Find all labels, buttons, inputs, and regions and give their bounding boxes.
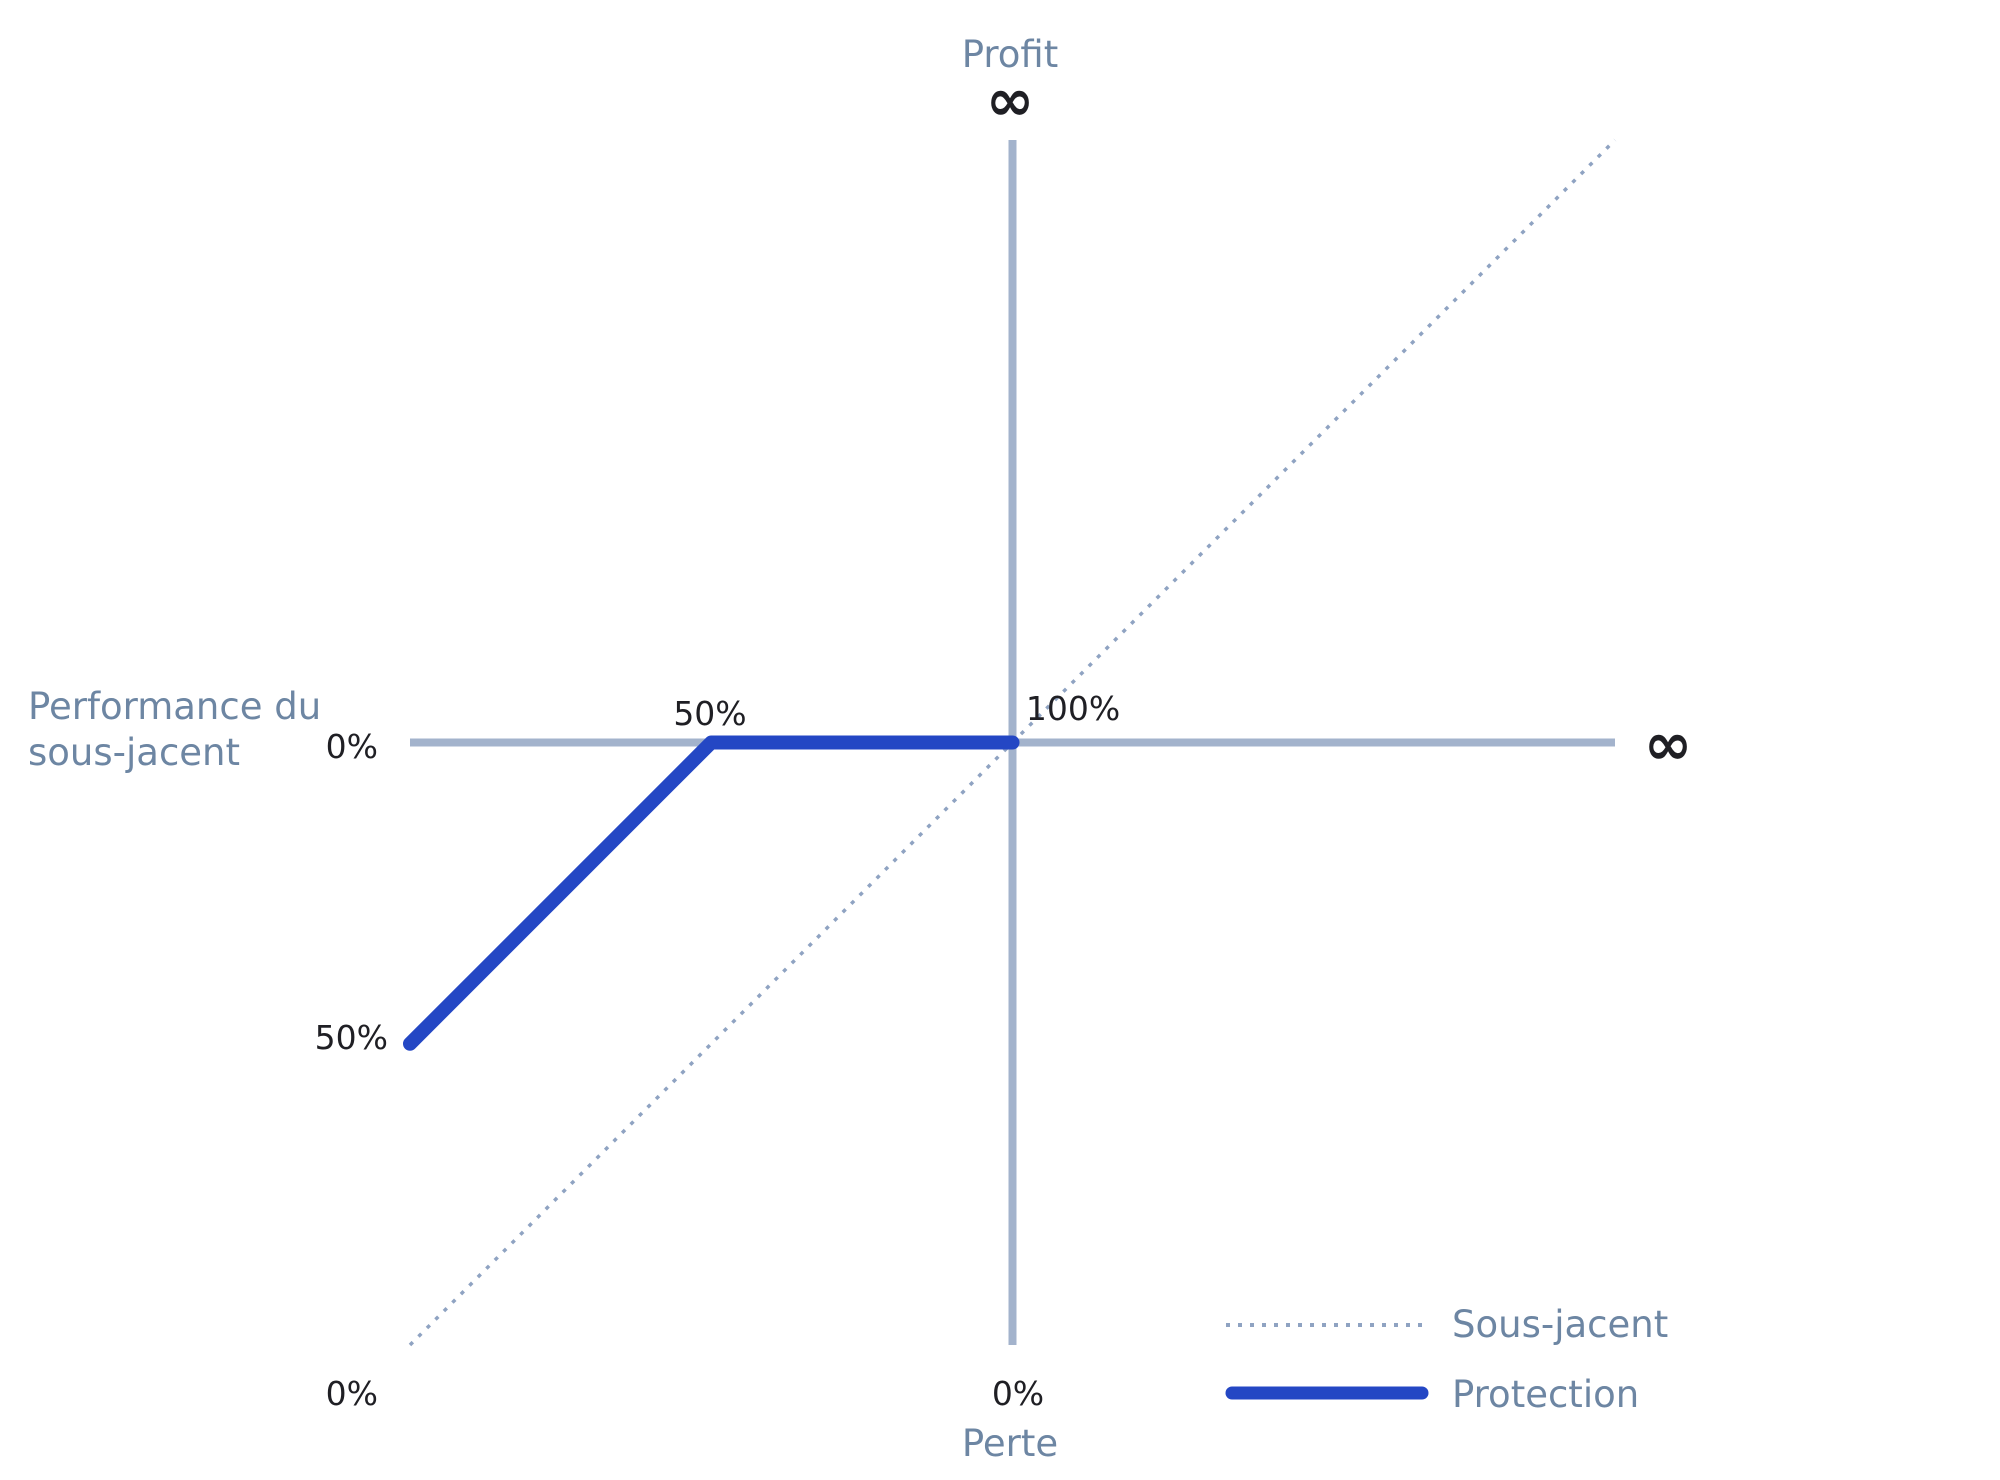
y-tick-label-0: 0%	[326, 727, 378, 766]
x-tick-label-0-center: 0%	[992, 1374, 1044, 1413]
legend-label-sous-jacent: Sous-jacent	[1452, 1303, 1668, 1346]
y-tick-label-50: 50%	[315, 1018, 388, 1057]
y-axis-infinity-label: ∞	[986, 66, 1034, 134]
point-label-50: 50%	[673, 694, 746, 733]
x-axis-title-line-2: sous-jacent	[28, 731, 240, 774]
legend-label-protection: Protection	[1452, 1373, 1639, 1416]
legend: Sous-jacent Protection	[1225, 1303, 1668, 1416]
point-label-100: 100%	[1026, 689, 1120, 728]
y-axis-title-bottom: Perte	[962, 1422, 1058, 1465]
x-tick-label-0-left: 0%	[326, 1374, 378, 1413]
x-axis-title-line-1: Performance du	[28, 685, 321, 728]
y-axis-title-top: Profit	[962, 33, 1059, 76]
x-axis-infinity-label: ∞	[1644, 710, 1692, 778]
x-axis-title: Performance du sous-jacent	[28, 685, 333, 774]
series-line-protection	[403, 735, 1020, 1051]
